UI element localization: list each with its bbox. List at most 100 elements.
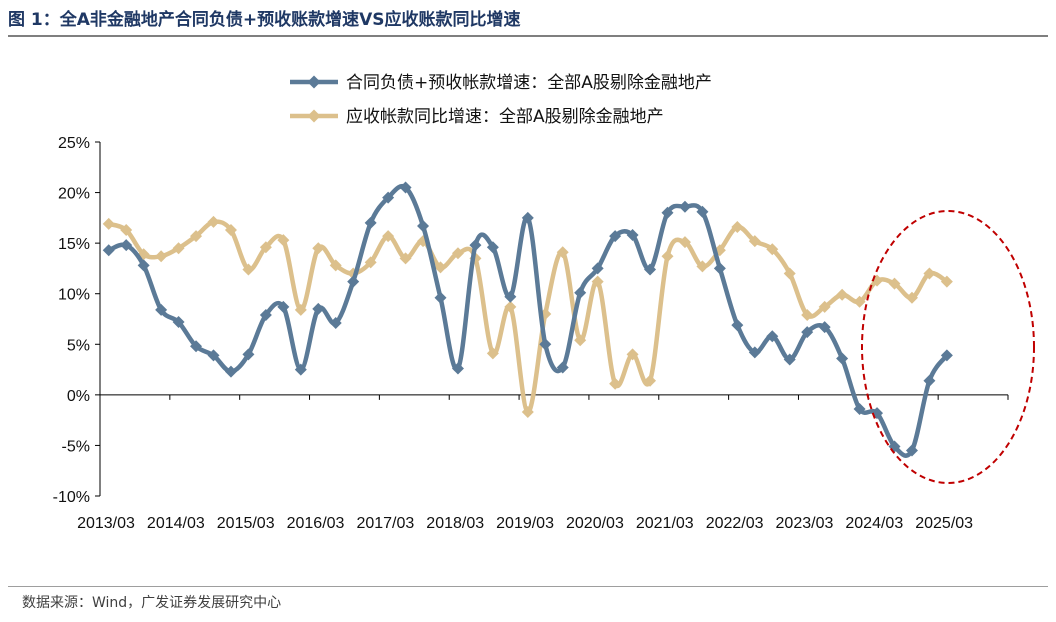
- series-2-point: [451, 247, 464, 260]
- series-2-point: [818, 300, 831, 313]
- y-tick-label: 0%: [67, 388, 90, 405]
- chart-series: [102, 181, 953, 458]
- series-2-point: [591, 275, 604, 288]
- series-1-point: [486, 241, 499, 254]
- series-1-point: [399, 181, 412, 194]
- series-2-point: [102, 217, 115, 230]
- series-1-point: [469, 239, 482, 252]
- chart-legend: 合同负债+预收帐款增速：全部A股剔除金融地产应收帐款同比增速：全部A股剔除金融地…: [290, 73, 712, 127]
- x-tick-label: 2023/03: [776, 515, 834, 532]
- x-tick-label: 2024/03: [845, 515, 903, 532]
- series-2-point: [609, 377, 622, 390]
- x-tick-label: 2018/03: [426, 515, 484, 532]
- series-1-point: [801, 326, 814, 339]
- source-note: 数据来源：Wind，广发证券发展研究中心: [22, 595, 282, 611]
- series-2-point: [644, 374, 657, 387]
- series-1-point: [190, 340, 203, 353]
- x-tick-label: 2015/03: [217, 515, 275, 532]
- series-2-point: [224, 223, 237, 236]
- series-1-point: [766, 330, 779, 343]
- series-1-point: [137, 259, 150, 272]
- y-tick-label: 25%: [58, 135, 90, 152]
- series-1-point: [713, 262, 726, 275]
- legend-label: 应收帐款同比增速：全部A股剔除金融地产: [346, 107, 664, 127]
- series-2-point: [294, 303, 307, 316]
- series-2-point: [626, 348, 639, 361]
- y-tick-label: 20%: [58, 186, 90, 203]
- y-tick-label: 10%: [58, 287, 90, 304]
- series-2-point: [120, 223, 133, 236]
- series-2-point: [836, 288, 849, 301]
- series-1-point: [661, 206, 674, 219]
- chart-axes: -10% -5% 0% 5% 10% 15% 20% 25% 2013/03 2014/03 201…: [53, 135, 1009, 532]
- series-1-point: [783, 353, 796, 366]
- legend-marker-icon: [307, 109, 321, 123]
- series-2-point: [556, 246, 569, 259]
- series-1-point: [242, 348, 255, 361]
- x-tick-label: 2025/03: [915, 515, 973, 532]
- series-2-point: [434, 261, 447, 274]
- series-1-point: [347, 275, 360, 288]
- series-line-2: [106, 219, 950, 415]
- x-tick-label: 2017/03: [356, 515, 414, 532]
- highlight-ellipse: [861, 210, 1035, 484]
- series-2-point: [382, 230, 395, 243]
- series-2-point: [853, 295, 866, 308]
- series-1-point: [940, 349, 953, 362]
- series-2-point: [172, 242, 185, 255]
- series-1-point: [818, 321, 831, 334]
- series-2-point: [923, 267, 936, 280]
- series-1-point: [574, 286, 587, 299]
- series-1-point: [731, 319, 744, 332]
- y-tick-label: 15%: [58, 236, 90, 253]
- series-1-point: [120, 239, 133, 252]
- series-2-point: [486, 347, 499, 360]
- series-1-point: [259, 308, 272, 321]
- series-1-point: [451, 362, 464, 375]
- series-1-point: [853, 403, 866, 416]
- series-2-point: [888, 277, 901, 290]
- series-1-point: [626, 229, 639, 242]
- series-2-point: [504, 300, 517, 313]
- series-1-point: [277, 300, 290, 313]
- series-1-point: [678, 200, 691, 213]
- x-tick-label: 2019/03: [496, 515, 554, 532]
- figure-title: 图 1：全A非金融地产合同负债+预收账款增速VS应收账款同比增速: [8, 10, 521, 30]
- line-chart: -10% -5% 0% 5% 10% 15% 20% 25% 2013/03 2014/03 201…: [53, 73, 1035, 532]
- y-tick-label: 5%: [67, 337, 90, 354]
- series-2-point: [521, 406, 534, 419]
- series-1-point: [207, 349, 220, 362]
- series-1-point: [329, 317, 342, 330]
- series-2-point: [696, 260, 709, 273]
- series-2-point: [242, 263, 255, 276]
- series-1-point: [364, 216, 377, 229]
- series-1-point: [609, 230, 622, 243]
- series-2-point: [731, 220, 744, 233]
- series-2-point: [905, 291, 918, 304]
- x-tick-label: 2014/03: [147, 515, 205, 532]
- series-2-point: [364, 256, 377, 269]
- series-1-point: [102, 244, 115, 257]
- series-2-point: [190, 230, 203, 243]
- series-1-point: [294, 363, 307, 376]
- series-1-point: [905, 444, 918, 457]
- series-1-point: [224, 365, 237, 378]
- legend-marker-icon: [307, 75, 321, 89]
- y-tick-label: -5%: [62, 438, 90, 455]
- x-tick-label: 2013/03: [77, 515, 135, 532]
- series-2-point: [399, 252, 412, 265]
- series-2-point: [783, 267, 796, 280]
- series-2-point: [312, 242, 325, 255]
- series-1-point: [748, 346, 761, 359]
- title-divider: [8, 35, 1048, 37]
- series-1-point: [521, 211, 534, 224]
- series-1-point: [417, 219, 430, 232]
- series-1-point: [504, 290, 517, 303]
- series-2-point: [277, 234, 290, 247]
- series-2-point: [678, 236, 691, 249]
- chart-panel: -10% -5% 0% 5% 10% 15% 20% 25% 2013/03 2014/03 201…: [8, 38, 1048, 586]
- series-2-point: [259, 241, 272, 254]
- legend-label: 合同负债+预收帐款增速：全部A股剔除金融地产: [346, 73, 712, 93]
- series-1-point: [696, 205, 709, 218]
- series-1-point: [172, 316, 185, 329]
